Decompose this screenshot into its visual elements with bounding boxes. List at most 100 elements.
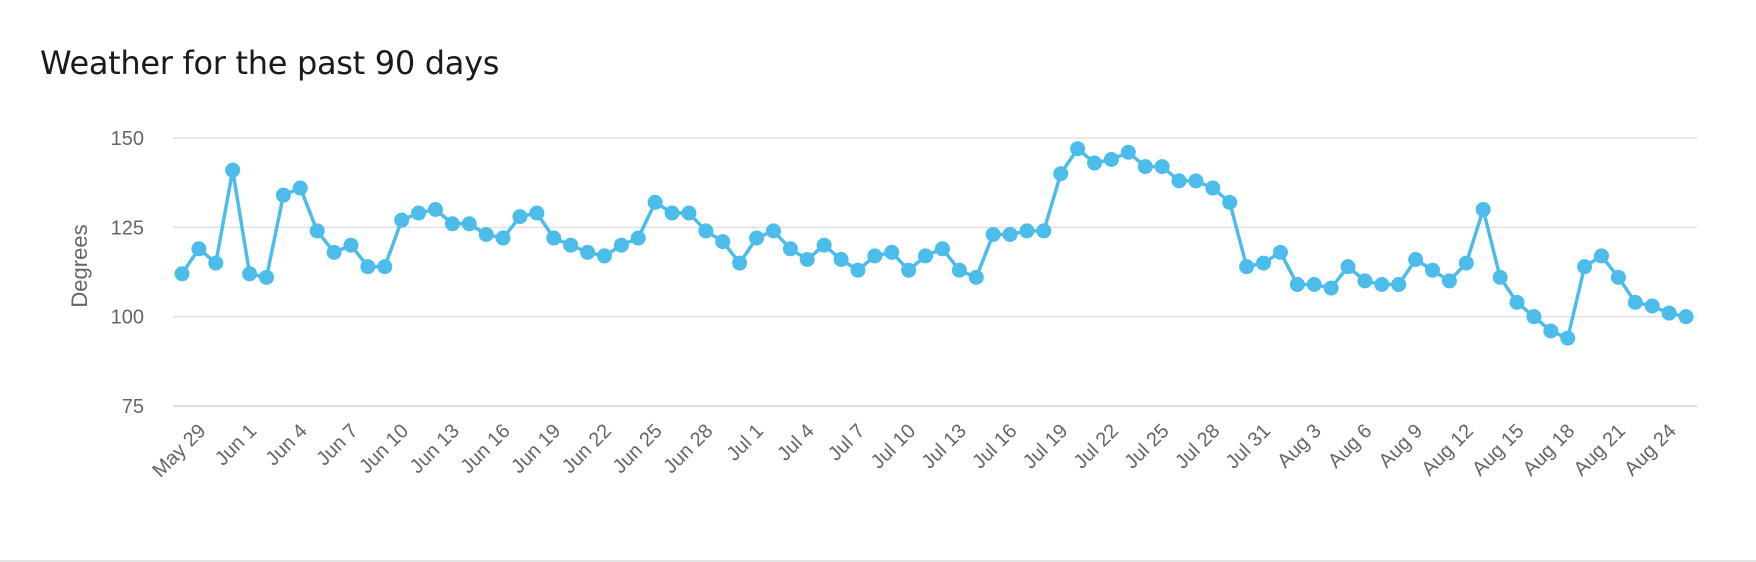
x-tick-label: Aug 3	[1273, 420, 1326, 473]
data-point	[1154, 159, 1170, 175]
data-point	[242, 266, 258, 282]
x-tick-label: Jun 16	[457, 420, 515, 478]
x-tick-label: Aug 24	[1620, 420, 1680, 480]
x-tick-label: Jul 4	[773, 420, 818, 465]
data-point	[444, 216, 460, 232]
data-point	[461, 216, 477, 232]
data-point	[563, 237, 579, 253]
data-point	[580, 244, 596, 260]
data-point	[377, 259, 393, 275]
data-point	[360, 259, 376, 275]
data-point	[1103, 151, 1119, 167]
series-line	[180, 146, 1688, 340]
data-point	[326, 244, 342, 260]
data-point	[275, 187, 291, 203]
data-point	[833, 251, 849, 267]
y-tick-label: 75	[122, 396, 144, 418]
data-point	[495, 230, 511, 246]
x-tick-label: Jun 22	[558, 420, 616, 478]
data-point	[765, 223, 781, 239]
y-tick-label: 100	[111, 307, 144, 329]
data-point	[1560, 330, 1576, 346]
data-point	[647, 194, 663, 210]
data-point	[1526, 309, 1542, 325]
data-point	[1340, 259, 1356, 275]
x-tick-label: Jun 10	[355, 420, 413, 478]
data-point	[951, 262, 967, 278]
data-point	[1036, 223, 1052, 239]
data-point	[596, 248, 612, 264]
data-point	[1323, 280, 1339, 296]
data-point	[1222, 194, 1238, 210]
data-point	[258, 269, 274, 285]
data-point	[985, 226, 1001, 242]
data-point	[1053, 166, 1069, 182]
x-tick-label: Aug 18	[1519, 420, 1579, 480]
data-point	[630, 230, 646, 246]
x-tick-label: Aug 12	[1417, 420, 1477, 480]
data-point	[1374, 277, 1390, 293]
y-tick-label: 125	[111, 217, 144, 239]
data-point	[1205, 180, 1221, 196]
data-point	[1577, 259, 1593, 275]
data-point	[698, 223, 714, 239]
data-point	[918, 248, 934, 264]
data-point	[1171, 173, 1187, 189]
data-point	[292, 180, 308, 196]
data-point	[867, 248, 883, 264]
data-point	[1475, 201, 1491, 217]
data-point	[478, 226, 494, 242]
data-point	[1492, 269, 1508, 285]
x-tick-label: Jul 22	[1070, 420, 1123, 473]
x-tick-label: Jun 25	[609, 420, 667, 478]
data-point	[732, 255, 748, 271]
data-point	[411, 205, 427, 221]
data-point	[427, 201, 443, 217]
data-point	[1256, 255, 1272, 271]
x-tick-label: Jun 1	[211, 420, 261, 470]
data-point	[901, 262, 917, 278]
x-tick-label: Aug 6	[1324, 420, 1377, 473]
data-point	[1543, 323, 1559, 339]
x-tick-label: Jul 28	[1171, 420, 1224, 473]
data-point	[681, 205, 697, 221]
x-tick-label: Jun 13	[406, 420, 464, 478]
data-point	[1188, 173, 1204, 189]
data-point	[1019, 223, 1035, 239]
grid-lines	[173, 137, 1697, 407]
data-point	[309, 223, 325, 239]
data-point	[512, 209, 528, 225]
data-point	[816, 237, 832, 253]
x-tick-label: May 29	[148, 420, 210, 482]
x-tick-label: Jul 1	[723, 420, 768, 465]
data-point	[934, 241, 950, 257]
data-point	[968, 269, 984, 285]
data-point	[1408, 251, 1424, 267]
data-point	[613, 237, 629, 253]
data-point	[174, 266, 190, 282]
data-point	[1120, 144, 1136, 160]
x-tick-label: Jun 19	[507, 420, 565, 478]
data-point	[1391, 277, 1407, 293]
data-point	[1425, 262, 1441, 278]
data-point	[1289, 277, 1305, 293]
data-point	[664, 205, 680, 221]
data-point	[1272, 244, 1288, 260]
y-axis-ticks: 75 100 125 150	[111, 128, 144, 418]
data-point	[1509, 294, 1525, 310]
x-tick-label: Jul 13	[918, 420, 971, 473]
x-tick-label: Jul 31	[1222, 420, 1275, 473]
data-point	[191, 241, 207, 257]
data-point	[1002, 226, 1018, 242]
data-point	[1644, 298, 1660, 314]
x-tick-label: Jun 28	[659, 420, 717, 478]
data-point	[1306, 277, 1322, 293]
data-point	[1441, 273, 1457, 289]
x-tick-label: Aug 15	[1468, 420, 1528, 480]
data-point	[884, 244, 900, 260]
data-point	[1678, 309, 1694, 325]
x-tick-label: Jul 7	[824, 420, 869, 465]
bottom-divider	[0, 560, 1756, 562]
